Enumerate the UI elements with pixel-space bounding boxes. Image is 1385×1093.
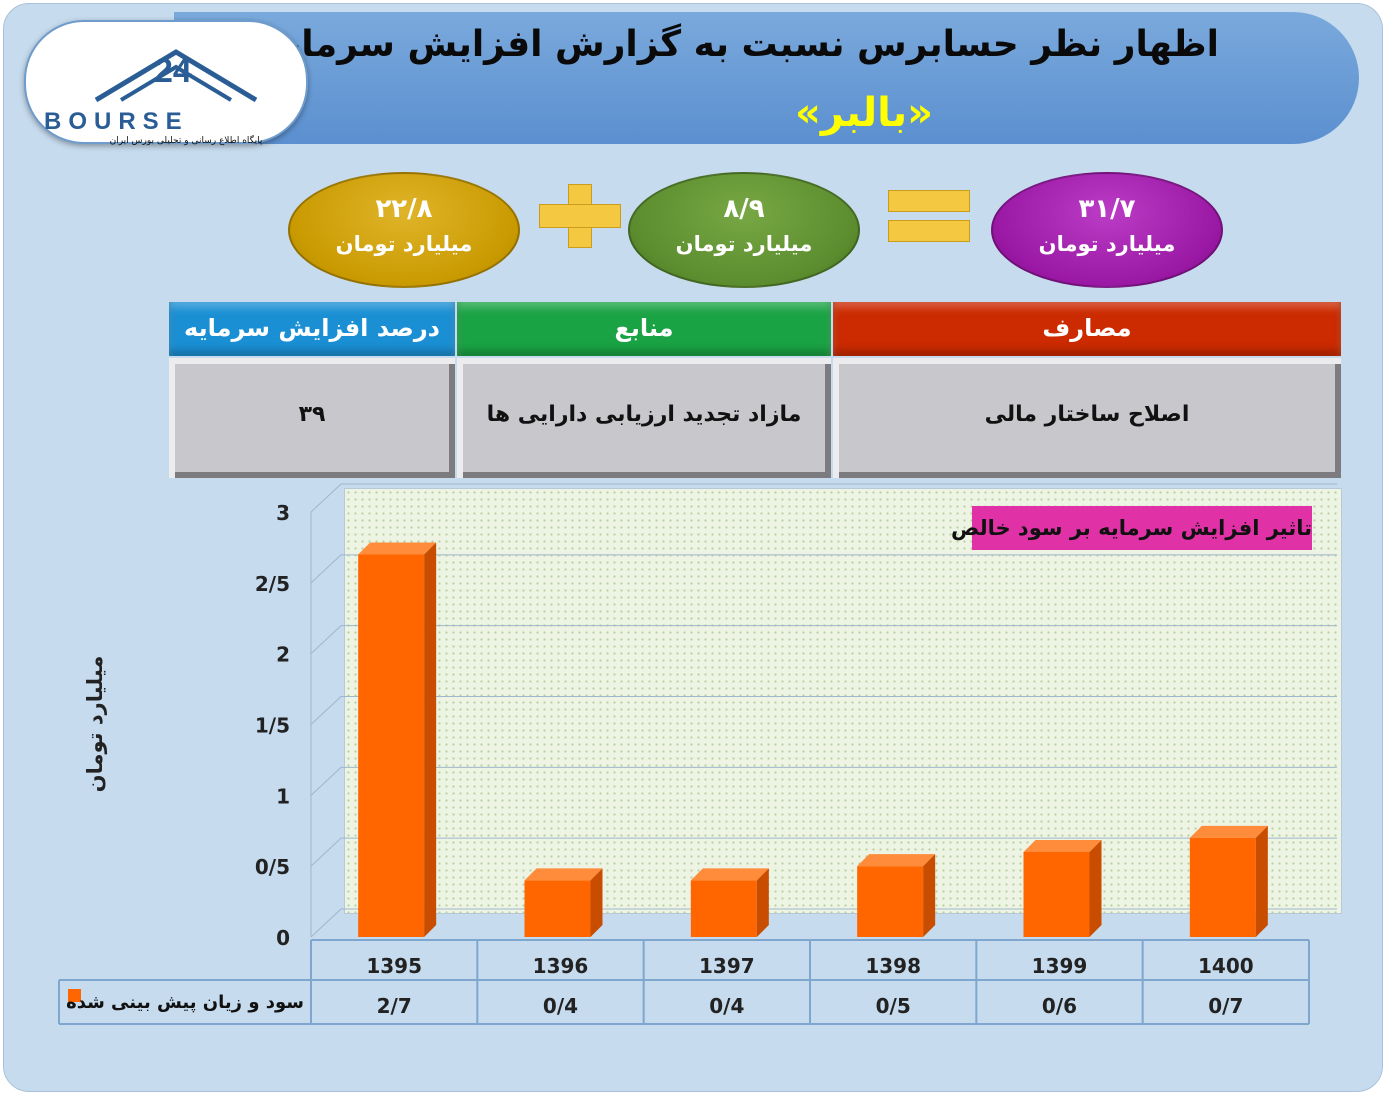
y-axis-label: میلیارد تومان xyxy=(83,656,107,793)
bar-1397 xyxy=(690,880,757,937)
oval-right-unit: میلیارد تومان xyxy=(1038,232,1176,256)
bar-top-1400 xyxy=(1189,825,1268,838)
svg-text:24: 24 xyxy=(154,52,192,90)
bar-1395 xyxy=(358,554,425,937)
y-tick-label: 3 xyxy=(276,501,290,525)
data-label: 0/6 xyxy=(1042,994,1077,1018)
data-label: 0/5 xyxy=(876,994,911,1018)
x-tick-label: 1400 xyxy=(1198,954,1254,978)
bar-1399 xyxy=(1023,852,1090,937)
oval-middle-value: ۸/۹ میلیارد تومان xyxy=(628,172,860,288)
equals-icon xyxy=(888,190,970,212)
y-tick-label: 2 xyxy=(276,643,290,667)
y-tick-label: 0 xyxy=(276,926,290,950)
bar-top-1396 xyxy=(524,868,603,881)
bar-side-1395 xyxy=(424,542,437,937)
x-tick-label: 1398 xyxy=(865,954,921,978)
data-label: 2/7 xyxy=(377,994,412,1018)
oval-left-unit: میلیارد تومان xyxy=(335,232,473,256)
equals-icon-bar xyxy=(888,220,970,242)
x-tick-label: 1396 xyxy=(533,954,589,978)
legend-label: سود و زیان پیش بینی شده xyxy=(66,992,304,1013)
data-label: 0/7 xyxy=(1208,994,1243,1018)
bar-1396 xyxy=(524,880,591,937)
oval-middle-number: ۸/۹ xyxy=(723,194,765,224)
oval-right-number: ۳۱/۷ xyxy=(1078,194,1136,224)
logo-word: BOURSE xyxy=(44,108,189,135)
bar-1400 xyxy=(1189,837,1256,937)
bar-top-1398 xyxy=(857,854,936,867)
bar-side-1399 xyxy=(1089,840,1102,937)
chart-wall-gridline xyxy=(310,837,342,867)
bar-side-1400 xyxy=(1255,825,1268,937)
bar-side-1398 xyxy=(923,854,936,937)
chart-title: تاثیر افزایش سرمایه بر سود خالص xyxy=(951,506,1312,550)
data-label: 0/4 xyxy=(543,994,578,1018)
bar-top-1397 xyxy=(690,868,769,881)
y-tick-label: 1 xyxy=(276,784,290,808)
bourse-logo: 24 BOURSE پایگاه اطلاع رسانی و تحلیلی بو… xyxy=(24,20,308,146)
cell-percent-value: ۳۹ xyxy=(169,358,455,478)
chart-plot-area xyxy=(344,488,1342,914)
chart-wall-gridline xyxy=(310,625,342,655)
y-tick-label: 1/5 xyxy=(255,714,290,738)
y-tick-label: 0/5 xyxy=(255,855,290,879)
x-tick-label: 1395 xyxy=(366,954,422,978)
oval-middle-unit: میلیارد تومان xyxy=(675,232,813,256)
bar-1398 xyxy=(857,866,924,937)
title-banner: اظهار نظر حسابرس نسبت به گزارش افزایش سر… xyxy=(174,12,1359,144)
logo-subtitle: پایگاه اطلاع رسانی و تحلیلی بورس ایران xyxy=(109,136,263,146)
bar-side-1396 xyxy=(590,868,603,937)
x-tick-label: 1399 xyxy=(1032,954,1088,978)
oval-right-value: ۳۱/۷ میلیارد تومان xyxy=(991,172,1223,288)
bar-chart: 0 0/5 1 1/5 2 2/5 3 میلیارد تومان سود و زیان پیش… xyxy=(58,483,1337,1025)
page-title: اظهار نظر حسابرس نسبت به گزارش افزایش سر… xyxy=(265,24,1219,65)
chart-wall-gridline xyxy=(310,766,342,796)
header-uses: مصارف xyxy=(833,302,1341,356)
oval-revaluation-total: ۲۲/۸ میلیارد تومان xyxy=(288,172,520,288)
data-label: 0/4 xyxy=(709,994,744,1018)
legend-swatch xyxy=(68,989,81,1002)
chart-wall-gridline xyxy=(310,554,342,584)
chart-wall-gridline xyxy=(310,696,342,725)
bar-top-1399 xyxy=(1023,840,1102,852)
oval-left-value: ۲۲/۸ xyxy=(375,194,433,224)
page-frame: اظهار نظر حسابرس نسبت به گزارش افزایش سر… xyxy=(3,3,1383,1092)
header-percent-increase: درصد افزایش سرمایه xyxy=(169,302,455,356)
cell-sources-value: مازاد تجدید ارزیابی دارایی ها xyxy=(457,358,831,478)
logo-mountain-icon: 24 xyxy=(94,49,258,103)
chart-wall-gridline xyxy=(310,908,342,938)
bar-top-1395 xyxy=(358,542,437,555)
chart-wall-gridline xyxy=(310,483,342,513)
company-name: «بالبر» xyxy=(795,90,933,136)
y-tick-label: 2/5 xyxy=(255,572,290,596)
x-tick-label: 1397 xyxy=(699,954,755,978)
cell-uses-value: اصلاح ساختار مالی xyxy=(833,358,1341,478)
header-sources: منابع xyxy=(457,302,831,356)
bar-side-1397 xyxy=(756,868,769,937)
plus-icon-bar xyxy=(539,204,621,228)
